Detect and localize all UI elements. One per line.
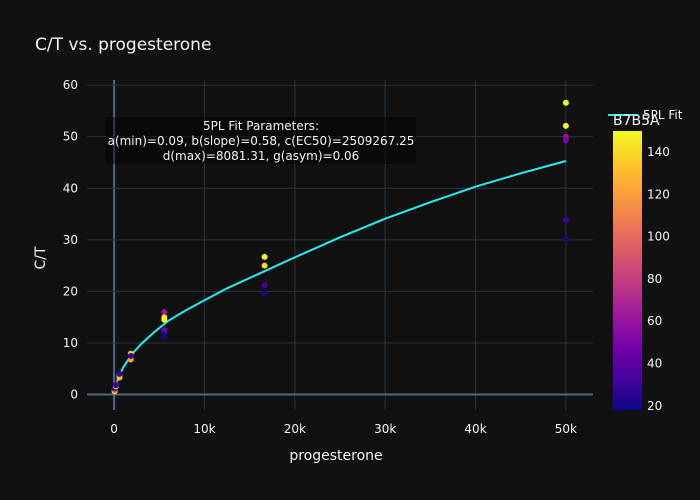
- y-tick-label: 60: [63, 78, 78, 92]
- legend[interactable]: 5PL Fit: [608, 108, 683, 122]
- chart-title: C/T vs. progesterone: [35, 35, 211, 55]
- x-tick-label: 10k: [193, 422, 215, 436]
- data-point[interactable]: [116, 370, 123, 377]
- data-point[interactable]: [562, 216, 569, 223]
- colorbar-gradient: [613, 131, 642, 410]
- data-point[interactable]: [161, 333, 168, 340]
- colorbar-tick-label: 140: [647, 145, 670, 159]
- annotation-line-1: 5PL Fit Parameters:: [203, 119, 319, 133]
- y-tick-label: 40: [63, 181, 78, 195]
- data-point[interactable]: [261, 282, 268, 289]
- y-tick-label: 50: [63, 130, 78, 144]
- y-tick-label: 10: [63, 336, 78, 350]
- data-point[interactable]: [562, 236, 569, 243]
- data-point[interactable]: [261, 290, 268, 297]
- x-tick-label: 0: [110, 422, 118, 436]
- x-tick-label: 30k: [374, 422, 396, 436]
- data-point[interactable]: [562, 99, 569, 106]
- points-series: [111, 99, 569, 395]
- annotation-line-2: a(min)=0.09, b(slope)=0.58, c(EC50)=2509…: [108, 134, 415, 148]
- colorbar: B7B5A 20 40 60 80 100 120 140: [613, 113, 670, 413]
- data-point[interactable]: [161, 316, 168, 323]
- x-tick-label: 40k: [464, 422, 486, 436]
- x-tick-label: 50k: [555, 422, 577, 436]
- x-axis-ticks: 0 10k 20k 30k 40k 50k: [110, 422, 577, 436]
- y-tick-label: 20: [63, 284, 78, 298]
- colorbar-tick-label: 60: [647, 314, 662, 328]
- data-point[interactable]: [562, 137, 569, 144]
- data-point[interactable]: [112, 382, 119, 389]
- fit-series: [113, 160, 567, 395]
- colorbar-ticks: 20 40 60 80 100 120 140: [647, 145, 670, 413]
- data-point[interactable]: [562, 122, 569, 129]
- annotation-line-3: d(max)=8081.31, g(asym)=0.06: [163, 149, 360, 163]
- colorbar-tick-label: 100: [647, 230, 670, 244]
- y-axis-ticks: 0 10 20 30 40 50 60: [63, 78, 78, 401]
- colorbar-title: B7B5A: [613, 113, 660, 129]
- fit-line: [113, 160, 567, 395]
- data-point[interactable]: [261, 253, 268, 260]
- annotation: 5PL Fit Parameters: a(min)=0.09, b(slope…: [106, 117, 416, 164]
- x-axis-title: progesterone: [289, 448, 382, 464]
- colorbar-tick-label: 40: [647, 357, 662, 371]
- data-point[interactable]: [161, 309, 168, 315]
- y-axis-title: C/T: [33, 246, 49, 269]
- x-tick-label: 20k: [284, 422, 306, 436]
- colorbar-tick-label: 20: [647, 399, 662, 413]
- annotation-box: [106, 117, 416, 164]
- y-tick-label: 0: [70, 388, 78, 402]
- legend-label-fit: 5PL Fit: [643, 108, 683, 122]
- colorbar-tick-label: 80: [647, 272, 662, 286]
- data-point[interactable]: [127, 352, 134, 359]
- data-point[interactable]: [261, 262, 268, 269]
- y-tick-label: 30: [63, 233, 78, 247]
- colorbar-tick-label: 120: [647, 187, 670, 201]
